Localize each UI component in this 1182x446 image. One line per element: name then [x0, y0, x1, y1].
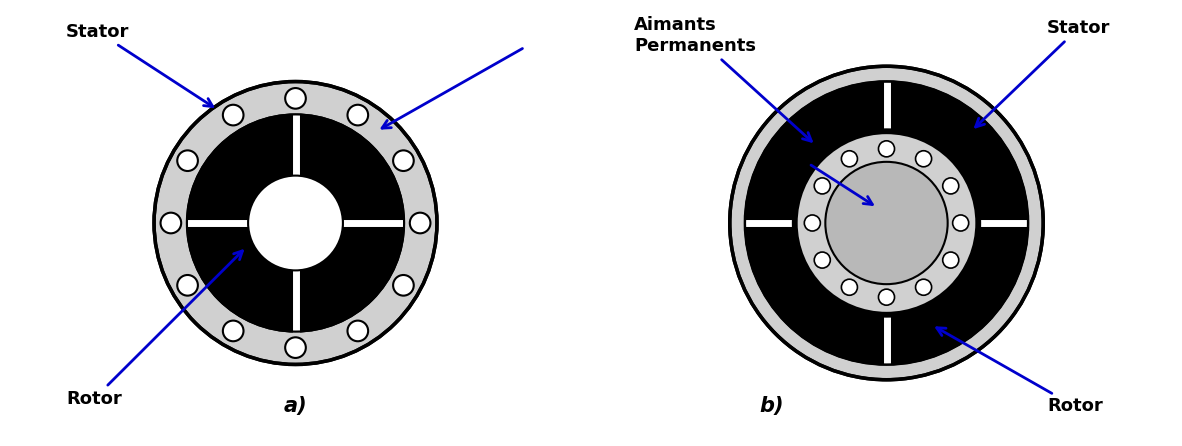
Text: Stator: Stator [975, 19, 1110, 127]
Text: Aimants
Permanents: Aimants Permanents [635, 17, 811, 141]
Circle shape [161, 213, 181, 233]
Circle shape [177, 275, 197, 296]
Text: Rotor: Rotor [66, 251, 242, 408]
Circle shape [223, 105, 243, 125]
Text: a): a) [284, 396, 307, 417]
Circle shape [729, 66, 1044, 380]
Circle shape [878, 141, 895, 157]
Circle shape [842, 279, 857, 295]
Circle shape [804, 215, 820, 231]
Circle shape [916, 151, 931, 167]
Circle shape [814, 252, 830, 268]
Circle shape [348, 105, 368, 125]
Circle shape [394, 150, 414, 171]
Circle shape [842, 151, 857, 167]
Text: b): b) [760, 396, 784, 417]
Circle shape [797, 133, 976, 313]
Circle shape [248, 176, 343, 270]
Circle shape [878, 289, 895, 305]
Circle shape [348, 321, 368, 341]
Circle shape [814, 178, 830, 194]
Circle shape [953, 215, 969, 231]
Circle shape [223, 321, 243, 341]
Circle shape [825, 162, 948, 284]
Circle shape [943, 178, 959, 194]
Circle shape [187, 115, 404, 331]
Circle shape [745, 82, 1028, 364]
Circle shape [410, 213, 430, 233]
Text: Stator: Stator [66, 23, 213, 107]
Circle shape [285, 88, 306, 109]
Circle shape [154, 82, 437, 364]
Circle shape [177, 150, 197, 171]
Circle shape [394, 275, 414, 296]
Circle shape [285, 337, 306, 358]
Circle shape [943, 252, 959, 268]
Text: Rotor: Rotor [936, 328, 1103, 416]
Circle shape [916, 279, 931, 295]
